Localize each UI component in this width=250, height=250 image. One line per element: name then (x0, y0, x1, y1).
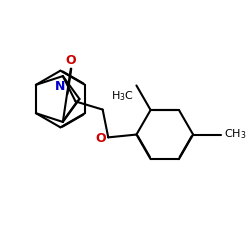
Text: H$_3$C: H$_3$C (111, 89, 134, 103)
Text: CH$_3$: CH$_3$ (224, 128, 247, 141)
Text: O: O (96, 132, 106, 145)
Text: O: O (66, 54, 76, 67)
Text: N: N (55, 80, 66, 93)
